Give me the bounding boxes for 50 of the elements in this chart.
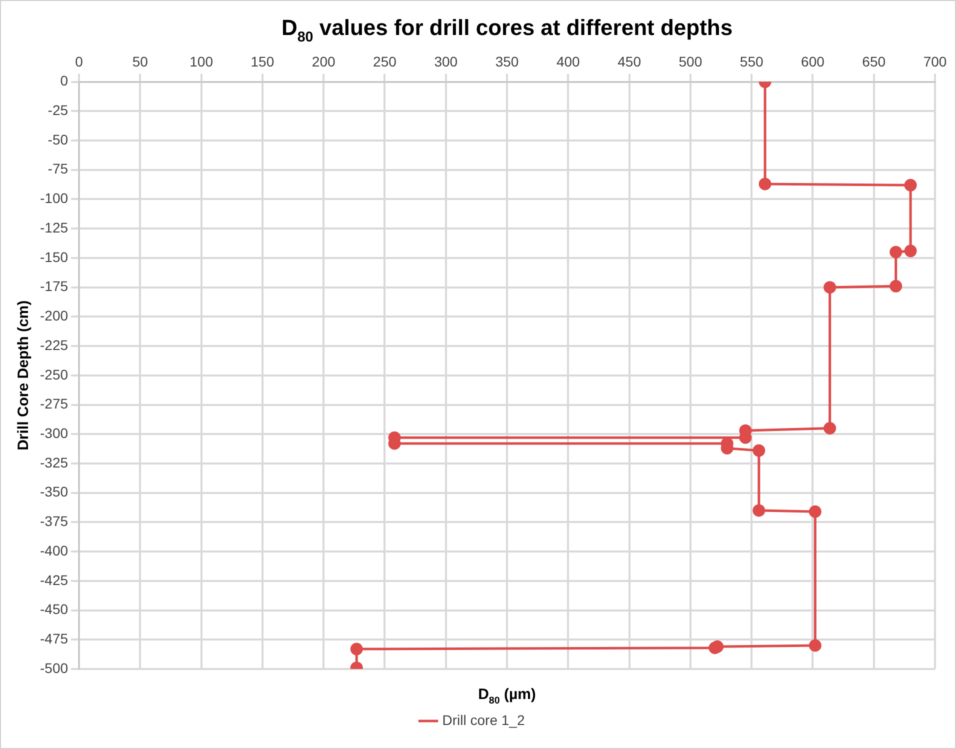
point (890, 280, 902, 292)
x-tick-label: 700 (923, 53, 947, 70)
x-tick-label: 600 (801, 53, 825, 70)
y-tick-label: -50 (48, 131, 68, 148)
legend-label: Drill core 1_2 (442, 712, 525, 728)
y-tick-label: 0 (60, 72, 68, 89)
y-tick-label: -300 (40, 424, 68, 441)
point (824, 422, 836, 434)
x-tick-label: 50 (132, 53, 148, 70)
y-tick-label: -75 (48, 160, 68, 177)
point (904, 244, 917, 258)
point (904, 178, 917, 192)
point (752, 504, 766, 517)
x-tick-label: 0 (75, 53, 84, 70)
y-tick-label: -325 (40, 454, 68, 470)
point (350, 642, 363, 656)
y-tick-label: -275 (40, 396, 68, 412)
x-tick-label: 100 (190, 53, 214, 70)
x-tick-label: 450 (618, 53, 642, 70)
y-tick-label: -250 (40, 366, 68, 382)
x-tick-label: 400 (556, 53, 580, 70)
x-tick-label: 550 (740, 53, 764, 70)
y-tick-label: -500 (40, 660, 68, 676)
y-tick-label: -150 (40, 248, 68, 265)
y-tick-label: -450 (40, 601, 68, 618)
x-tick-label: 250 (373, 53, 397, 70)
y-tick-label: -475 (40, 630, 68, 646)
x-tick-label: 350 (495, 53, 519, 70)
point (808, 639, 822, 652)
point (752, 444, 766, 457)
point (890, 246, 902, 258)
y-tick-label: -125 (40, 219, 68, 236)
point (758, 178, 772, 190)
y-tick-label: -225 (40, 336, 68, 353)
point (808, 505, 822, 518)
x-tick-label: 300 (434, 53, 458, 70)
y-tick-label: -175 (40, 278, 68, 294)
x-tick-label: 150 (250, 53, 274, 70)
y-tick-label: -375 (40, 513, 68, 530)
x-tick-label: 200 (312, 53, 336, 70)
y-tick-label: -425 (40, 572, 68, 588)
y-tick-label: -25 (48, 102, 68, 118)
x-tick-label: 500 (678, 53, 702, 70)
x-tick-label: 650 (862, 53, 886, 70)
point (824, 281, 836, 294)
y-tick-label: -200 (40, 308, 68, 324)
y-tick-label: -100 (40, 190, 68, 206)
y-axis-title: Drill Core Depth (cm) (15, 300, 32, 450)
y-tick-label: -350 (40, 484, 68, 500)
y-tick-label: -400 (40, 542, 68, 558)
